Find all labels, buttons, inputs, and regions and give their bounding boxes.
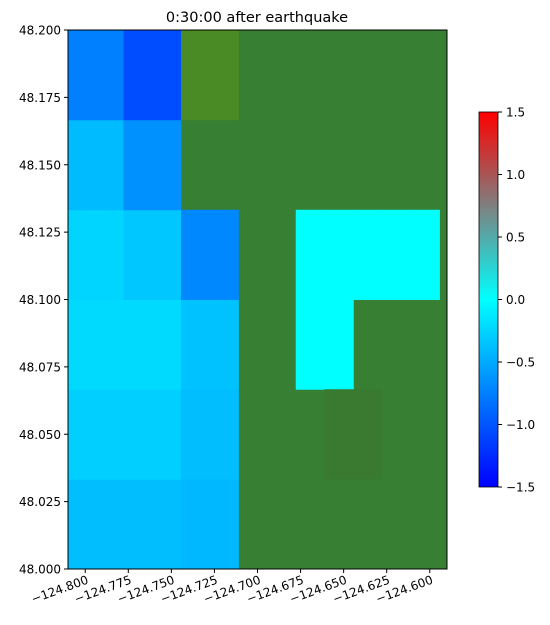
- y-tick-label: 48.150: [19, 158, 61, 172]
- heatmap-cell: [181, 479, 211, 570]
- y-tick-label: 48.175: [19, 91, 61, 105]
- heatmap-cell: [94, 209, 124, 300]
- heatmap-cell: [410, 209, 440, 300]
- heatmap-cell: [181, 209, 211, 300]
- heatmap-cell: [381, 209, 412, 300]
- colorbar-tick-label: −0.5: [506, 356, 535, 370]
- heatmap-cell: [209, 299, 239, 390]
- heatmap-cell: [68, 119, 96, 211]
- y-tick-label: 48.200: [19, 24, 61, 38]
- chart-title: 0:30:00 after earthquake: [166, 10, 348, 26]
- heatmap-cell: [324, 209, 354, 300]
- heatmap-cell: [68, 389, 96, 480]
- y-tick-label: 48.025: [19, 495, 61, 509]
- heatmap-cell: [152, 479, 182, 570]
- heatmap-cell: [152, 30, 182, 121]
- colorbar-tick-label: 0.5: [506, 231, 525, 245]
- y-axis: 48.000 48.025 48.050 48.075 48.100 48.125 48.1…: [19, 24, 68, 577]
- heatmap-cell: [295, 209, 326, 300]
- y-tick-label: 48.050: [19, 428, 61, 442]
- heatmap-cell: [209, 30, 239, 121]
- colorbar-tick-label: −1.0: [506, 418, 535, 432]
- heatmap-cell: [94, 119, 124, 211]
- heatmap-cell: [68, 30, 96, 121]
- colorbar-tick-label: 0.0: [506, 293, 525, 307]
- colorbar-tick-label: 1.0: [506, 168, 525, 182]
- heatmap-cell: [181, 299, 211, 390]
- heatmap-cell: [152, 299, 182, 390]
- heatmap-cell: [94, 30, 124, 121]
- colorbar-axis: −1.5 −1.0 −0.5 0.0 0.5 1.0 1.5: [498, 106, 535, 495]
- colorbar-tick-label: −1.5: [506, 481, 535, 495]
- y-tick-label: 48.125: [19, 226, 61, 240]
- heatmap-cell: [94, 479, 124, 570]
- heatmap-cell: [209, 389, 239, 480]
- y-tick-label: 48.075: [19, 360, 61, 374]
- heatmap-cell: [68, 299, 96, 390]
- heatmap-cell: [123, 30, 153, 121]
- heatmap-cell: [123, 389, 153, 480]
- land-patch: [324, 389, 382, 480]
- heatmap-cells: [68, 30, 447, 570]
- heatmap-cell: [152, 389, 182, 480]
- heatmap-cell: [94, 389, 124, 480]
- heatmap-cell: [94, 299, 124, 390]
- heatmap-cell: [123, 209, 153, 300]
- heatmap-cell: [152, 119, 182, 211]
- x-axis: −124.800−124.775−124.750−124.725−124.700…: [29, 569, 435, 606]
- heatmap-cell: [181, 389, 211, 480]
- heatmap-cell: [68, 479, 96, 570]
- heatmap-cell: [68, 209, 96, 300]
- heatmap-cell: [353, 209, 383, 300]
- heatmap-cell: [152, 209, 182, 300]
- heatmap-cell: [295, 299, 326, 390]
- colorbar-tick-label: 1.5: [506, 106, 525, 120]
- y-tick-label: 48.100: [19, 293, 61, 307]
- heatmap-cell: [324, 299, 354, 390]
- heatmap-cell: [209, 209, 239, 300]
- heatmap-cell: [123, 299, 153, 390]
- heatmap-cell: [123, 479, 153, 570]
- heatmap-cell: [209, 479, 239, 570]
- heatmap-cell: [123, 119, 153, 211]
- colorbar: [478, 111, 499, 488]
- y-tick-label: 48.000: [19, 563, 61, 577]
- heatmap-cell: [181, 30, 211, 121]
